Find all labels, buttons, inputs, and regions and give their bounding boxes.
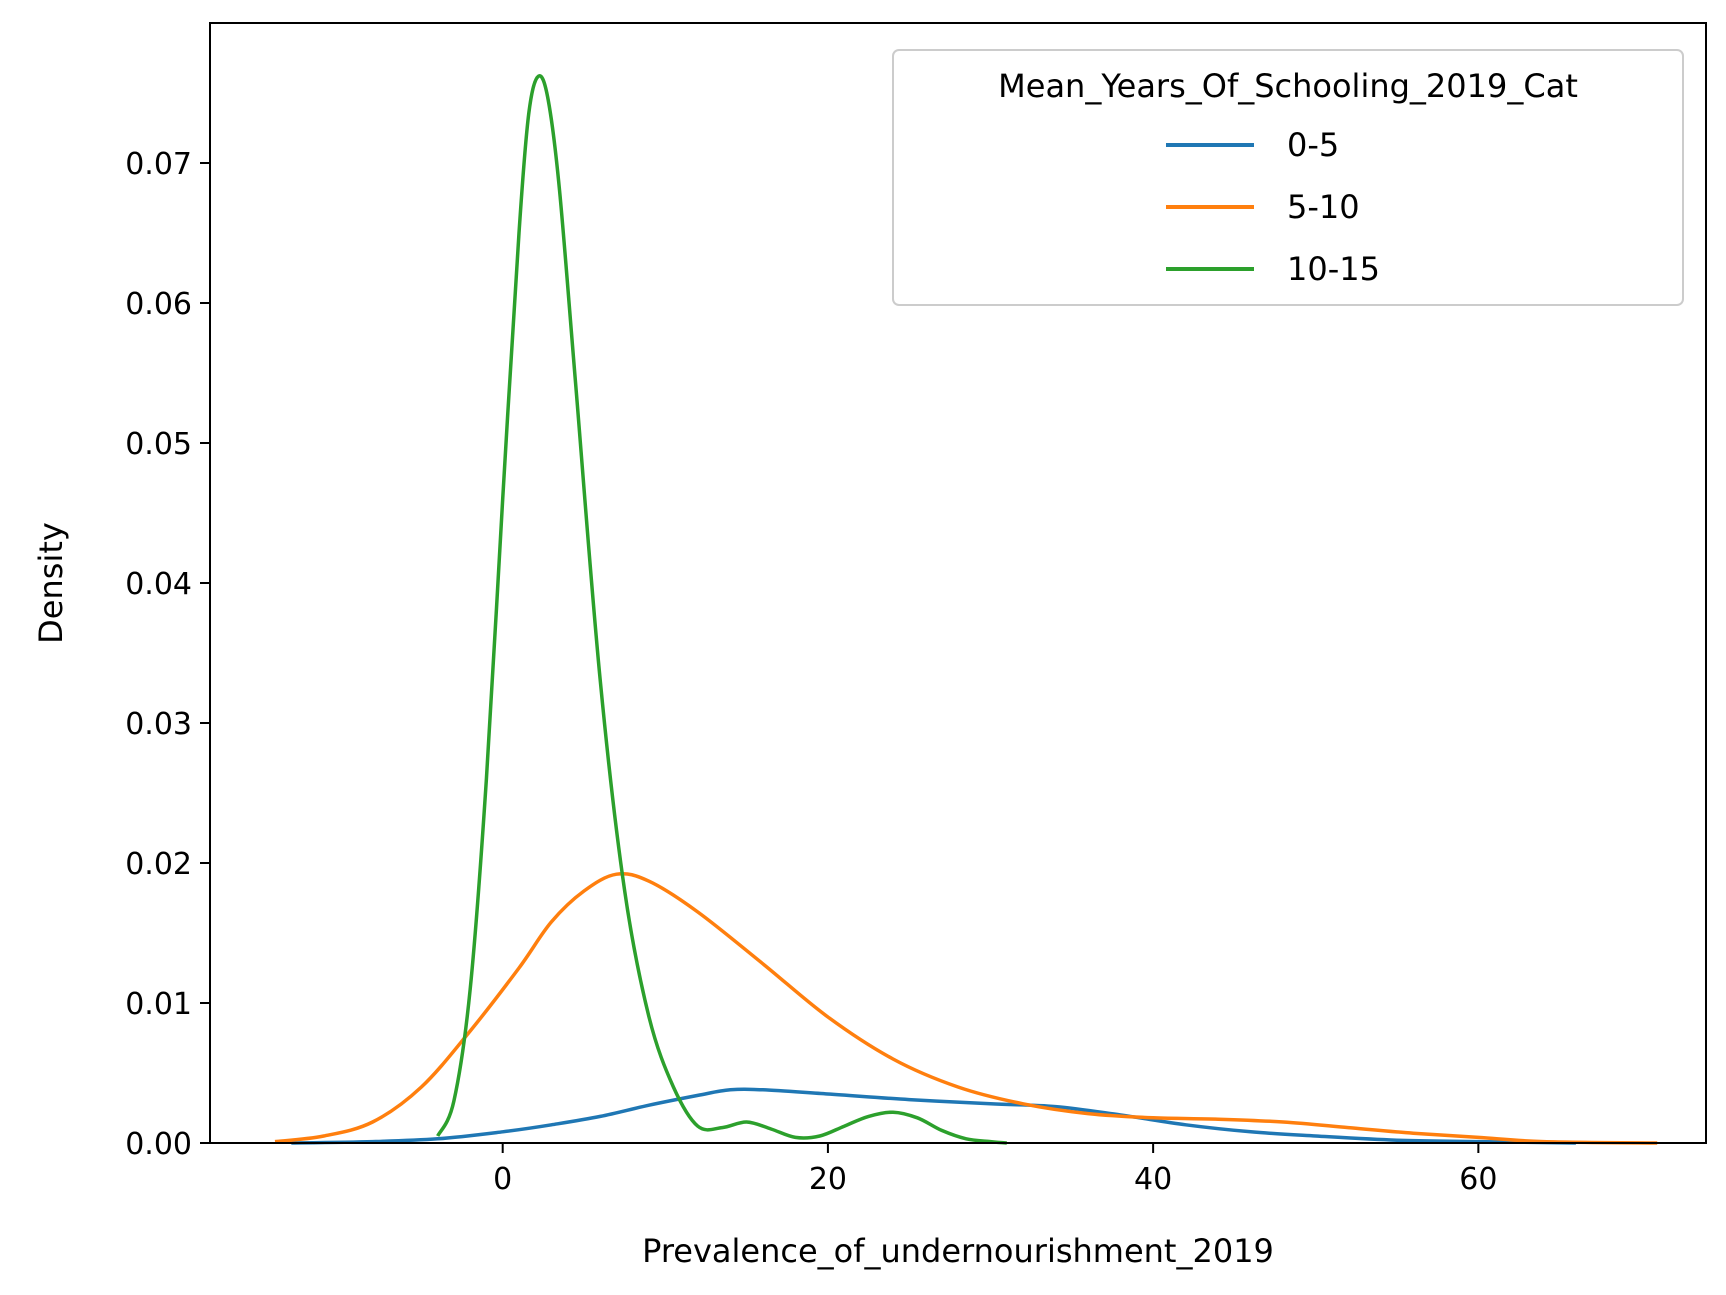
y-tick-label: 0.07 — [125, 147, 192, 182]
series-line-5-10 — [274, 871, 1658, 1145]
legend-label-0-5: 0-5 — [1287, 126, 1339, 164]
y-tick-label: 0.02 — [125, 847, 192, 882]
x-tick-label: 0 — [493, 1162, 512, 1197]
legend-label-10-15: 10-15 — [1287, 250, 1380, 288]
y-axis: 0.00 0.01 0.02 0.03 0.04 0.05 0.06 0.07 — [125, 147, 210, 1162]
y-tick-label: 0.05 — [125, 427, 192, 462]
x-axis-label: Prevalence_of_undernourishment_2019 — [642, 1232, 1274, 1270]
y-tick-label: 0.04 — [125, 567, 192, 602]
legend: Mean_Years_Of_Schooling_2019_Cat 0-5 5-10… — [892, 49, 1684, 306]
series-line-10-15 — [436, 74, 1007, 1145]
y-axis-label: Density — [32, 522, 70, 644]
x-tick-label: 40 — [1134, 1162, 1172, 1197]
y-tick-label: 0.00 — [125, 1127, 192, 1162]
x-tick-label: 60 — [1459, 1162, 1497, 1197]
legend-label-5-10: 5-10 — [1287, 188, 1360, 226]
y-tick-label: 0.06 — [125, 287, 192, 322]
legend-items: 0-5 5-10 10-15 — [1166, 126, 1380, 288]
y-tick-label: 0.03 — [125, 707, 192, 742]
legend-box — [892, 49, 1684, 306]
x-axis: 0 20 40 60 — [493, 1143, 1497, 1197]
legend-title: Mean_Years_Of_Schooling_2019_Cat — [998, 67, 1578, 105]
y-tick-label: 0.01 — [125, 987, 192, 1022]
series-line-0-5 — [291, 1087, 1576, 1145]
x-tick-label: 20 — [809, 1162, 847, 1197]
plot-area — [274, 74, 1658, 1145]
